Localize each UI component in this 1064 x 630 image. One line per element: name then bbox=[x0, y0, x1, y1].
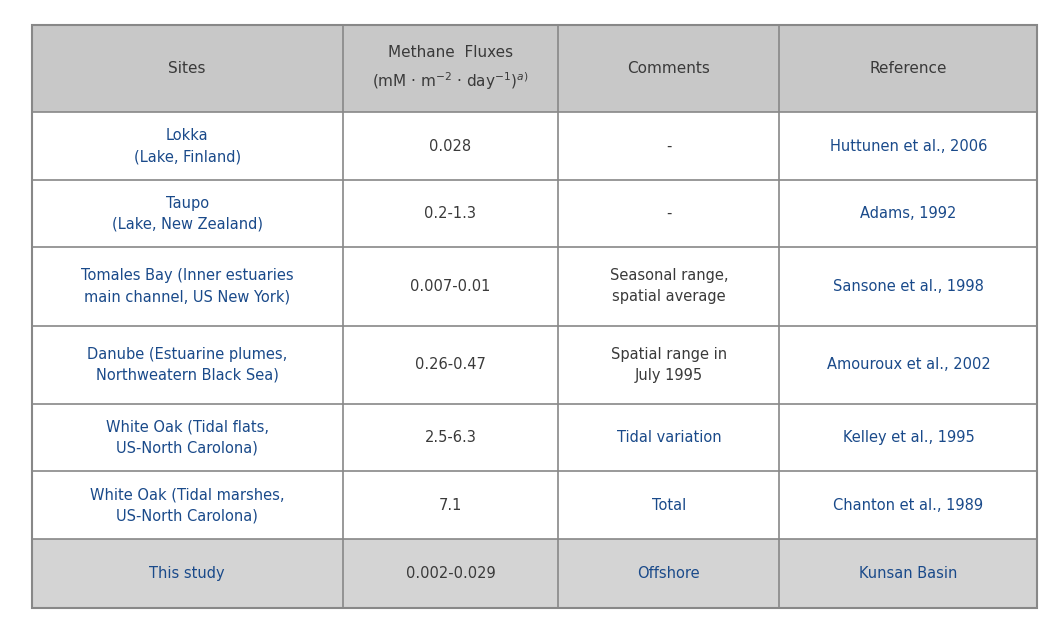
Bar bbox=[32, 248, 1037, 326]
Text: -: - bbox=[666, 206, 671, 221]
Text: Taupo
(Lake, New Zealand): Taupo (Lake, New Zealand) bbox=[112, 196, 263, 232]
Text: White Oak (Tidal flats,
US-North Carolona): White Oak (Tidal flats, US-North Carolon… bbox=[105, 420, 269, 455]
Text: Total: Total bbox=[652, 498, 686, 513]
Bar bbox=[32, 404, 1037, 471]
Text: 0.2-1.3: 0.2-1.3 bbox=[425, 206, 477, 221]
Text: Kunsan Basin: Kunsan Basin bbox=[860, 566, 958, 581]
Text: Seasonal range,
spatial average: Seasonal range, spatial average bbox=[610, 268, 728, 304]
Text: Comments: Comments bbox=[628, 61, 711, 76]
Text: Lokka
(Lake, Finland): Lokka (Lake, Finland) bbox=[134, 128, 240, 164]
Bar bbox=[32, 25, 1037, 113]
Text: Reference: Reference bbox=[869, 61, 947, 76]
Text: Methane  Fluxes
(mM · m$^{-2}$ · day$^{-1}$)$^{a)}$: Methane Fluxes (mM · m$^{-2}$ · day$^{-1… bbox=[372, 45, 529, 92]
Bar bbox=[32, 180, 1037, 248]
Text: This study: This study bbox=[149, 566, 225, 581]
Text: 0.028: 0.028 bbox=[430, 139, 471, 154]
Text: Tomales Bay (Inner estuaries
main channel, US New York): Tomales Bay (Inner estuaries main channe… bbox=[81, 268, 294, 304]
Bar bbox=[32, 471, 1037, 539]
Text: 0.002-0.029: 0.002-0.029 bbox=[405, 566, 496, 581]
Text: Huttunen et al., 2006: Huttunen et al., 2006 bbox=[830, 139, 987, 154]
Bar bbox=[32, 326, 1037, 404]
Text: 2.5-6.3: 2.5-6.3 bbox=[425, 430, 477, 445]
Text: Chanton et al., 1989: Chanton et al., 1989 bbox=[833, 498, 983, 513]
Text: Amouroux et al., 2002: Amouroux et al., 2002 bbox=[827, 357, 991, 372]
Text: Sansone et al., 1998: Sansone et al., 1998 bbox=[833, 279, 984, 294]
Text: Adams, 1992: Adams, 1992 bbox=[860, 206, 957, 221]
Text: 0.007-0.01: 0.007-0.01 bbox=[411, 279, 491, 294]
Text: Tidal variation: Tidal variation bbox=[616, 430, 721, 445]
Text: 0.26-0.47: 0.26-0.47 bbox=[415, 357, 486, 372]
Text: Danube (Estuarine plumes,
Northweatern Black Sea): Danube (Estuarine plumes, Northweatern B… bbox=[87, 346, 287, 383]
Text: Kelley et al., 1995: Kelley et al., 1995 bbox=[843, 430, 975, 445]
Text: Offshore: Offshore bbox=[637, 566, 700, 581]
Bar bbox=[32, 113, 1037, 180]
Text: Sites: Sites bbox=[168, 61, 206, 76]
Text: White Oak (Tidal marshes,
US-North Carolona): White Oak (Tidal marshes, US-North Carol… bbox=[90, 487, 284, 523]
Text: -: - bbox=[666, 139, 671, 154]
Text: Spatial range in
July 1995: Spatial range in July 1995 bbox=[611, 346, 727, 383]
Text: 7.1: 7.1 bbox=[438, 498, 462, 513]
Bar bbox=[32, 539, 1037, 608]
